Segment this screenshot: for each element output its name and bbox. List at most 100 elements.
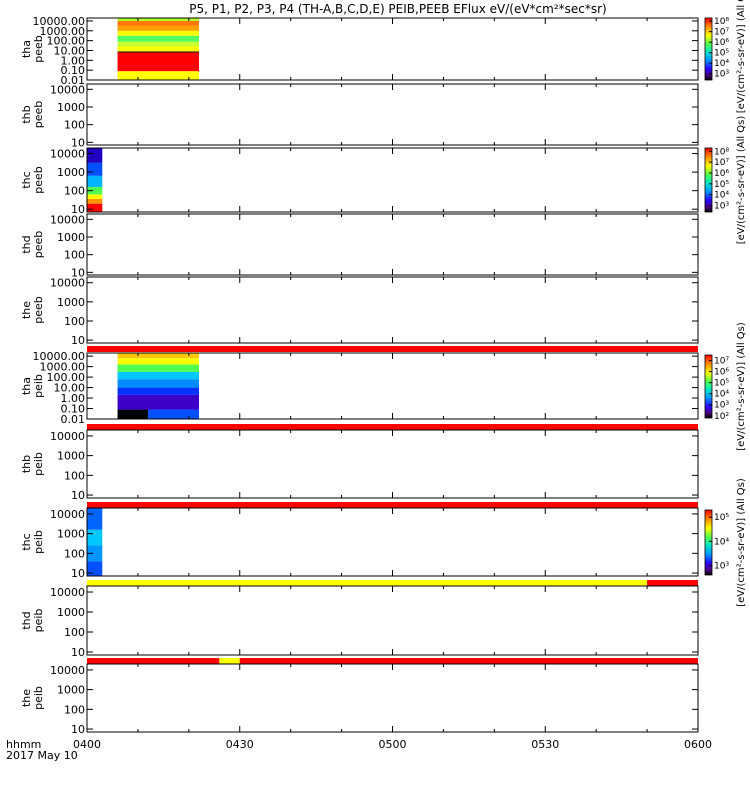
panel: 10 100 1000 10000 thc peeb [20,147,699,216]
colorbar: 10³ 10⁴ 10⁵ [eV/(cm²-s-sr-eV)] (All Qs) [704,478,747,607]
heatmap-cell [87,203,103,212]
status-segment [87,580,648,586]
colorbar-tick-label: 10⁶ [714,169,729,179]
colorbar-tick-label: 10⁷ [714,28,729,38]
heatmap-cell [87,194,103,200]
panel-label-product: peeb [32,296,45,324]
panel-label-product: peeb [32,166,45,194]
colorbar-tick-label: 10³ [714,401,729,411]
x-tick-label: 0430 [226,738,254,751]
y-tick-label: 10 [71,646,85,659]
panel: 0.010.101.0010.00100.001000.0010000.00th… [20,350,699,426]
y-tick-label: 1000 [57,528,85,541]
heatmap-cell [87,199,103,204]
panels: 0.010.101.0010.00100.001000.0010000.00th… [20,15,699,736]
y-tick-label: 1000 [57,450,85,463]
y-tick-label: 1.00 [61,392,86,405]
panel-label-probe: tha [20,377,33,395]
colorbar-tick-label: 10⁴ [714,59,729,69]
panel-background [87,508,698,576]
y-tick-label: 100.00 [47,371,86,384]
heatmap-cell [117,35,200,42]
heatmap-cell [117,394,200,410]
y-tick-label: 100 [64,626,85,639]
heatmap-cell [117,41,200,47]
panel: 10 100 1000 10000 the peib [20,663,699,736]
y-tick-label: 1000.00 [40,25,86,38]
colorbar-tick-label: 10³ [714,561,729,571]
y-tick-label: 10000.00 [33,15,86,28]
y-tick-label: 0.01 [61,413,86,426]
status-segment [87,658,220,664]
heatmap-cell [87,186,103,195]
panel-background [87,586,698,655]
y-tick-label: 10.00 [54,382,86,395]
y-tick-label: 100 [64,185,85,198]
panel-label-product: peib [32,452,45,476]
panel-background [87,84,698,145]
panel-label-probe: thb [20,455,33,473]
y-tick-label: 1000 [57,606,85,619]
y-tick-label: 10 [71,567,85,580]
y-tick-label: 100 [64,469,85,482]
colorbar-label: [eV/(cm²-s-sr-eV)] (All Qs) [736,0,747,113]
y-tick-label: 100 [64,547,85,560]
y-tick-label: 100 [64,315,85,328]
y-tick-label: 10000.00 [33,350,86,363]
panel-label-probe: tha [20,40,33,58]
y-tick-label: 10 [71,266,85,279]
y-tick-label: 10000 [50,430,85,443]
panel-background [87,430,698,498]
status-segment [87,424,698,430]
colorbar-tick-label: 10³ [714,70,729,80]
colorbar-tick-label: 10⁷ [714,357,729,367]
status-segment [87,346,698,352]
colorbar-scale [704,17,713,81]
panel-label-probe: thc [20,533,33,550]
colorbar-tick-label: 10⁵ [714,180,729,190]
heatmap-cell [87,545,103,562]
x-tick-label: 0600 [684,738,712,751]
heatmap-cell [117,409,149,419]
x-axis-label-time: hhmm [6,738,41,751]
panel-label-probe: thb [20,105,33,123]
x-tick-label: 0530 [531,738,559,751]
colorbar-scale [704,354,713,419]
heatmap-cell [87,561,103,576]
heatmap-cell [117,353,200,359]
y-tick-label: 1000 [57,231,85,244]
colorbar-tick-label: 10⁸ [714,17,729,27]
panel: 10 100 1000 10000 thc peib [20,507,699,580]
y-tick-label: 10000 [50,586,85,599]
colorbar-tick-label: 10⁵ [714,513,729,523]
heatmap-cell [117,51,200,53]
panel: 10 100 1000 10000 thb peeb [20,83,699,149]
y-tick-label: 1000.00 [40,361,86,374]
heatmap-cell [117,46,200,52]
colorbar-scale [704,147,713,213]
heatmap-cell [117,358,200,365]
heatmap-cell [87,508,103,530]
y-tick-label: 0.01 [61,74,86,87]
colorbar-tick-label: 10⁴ [714,390,729,400]
y-tick-label: 10.00 [54,44,86,57]
panel-label-probe: the [20,301,33,319]
colorbar-tick-label: 10⁴ [714,537,729,547]
colorbar-scale [704,509,713,576]
y-tick-label: 10000 [50,508,85,521]
panel-label-probe: the [20,689,33,707]
colorbar-tick-label: 10⁷ [714,158,729,168]
status-segment [219,658,240,664]
panel-label-product: peeb [32,231,45,259]
y-tick-label: 10000 [50,213,85,226]
panel-label-probe: thc [20,171,33,188]
panel: 0.010.101.0010.00100.001000.0010000.00th… [20,15,699,87]
status-bars [87,346,698,664]
panel-label-product: peib [32,609,45,633]
status-segment [239,658,698,664]
y-tick-label: 1000 [57,101,85,114]
y-tick-label: 100.00 [47,35,86,48]
